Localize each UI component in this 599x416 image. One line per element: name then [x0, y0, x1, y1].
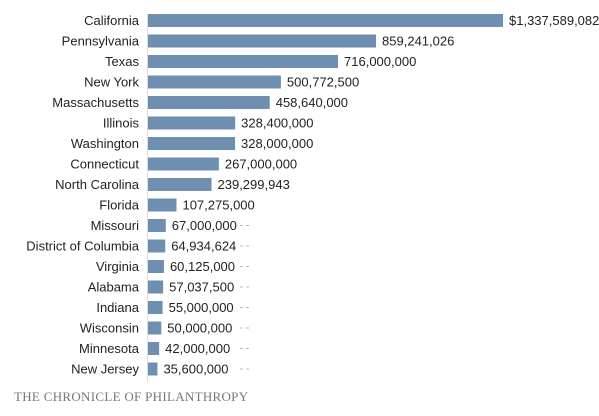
category-label: California [84, 13, 140, 28]
category-label: New Jersey [71, 362, 139, 377]
category-label: Massachusetts [52, 95, 139, 110]
value-label: 328,000,000 [241, 136, 313, 151]
bar [148, 321, 162, 335]
category-label: Illinois [103, 116, 140, 131]
bar [148, 157, 219, 171]
value-label: 60,125,000 [170, 259, 235, 274]
value-label: 35,600,000 [163, 362, 228, 377]
value-label: 55,000,000 [169, 300, 234, 315]
category-label: Missouri [91, 218, 140, 233]
category-label: Florida [99, 198, 140, 213]
bar [148, 55, 339, 68]
category-label: Virginia [96, 259, 140, 274]
value-label: $1,337,589,082 [509, 13, 599, 28]
category-label: Wisconsin [80, 321, 139, 336]
value-label: 50,000,000 [167, 321, 232, 336]
category-label: Indiana [96, 300, 139, 315]
bar [148, 14, 503, 27]
value-label: 267,000,000 [225, 157, 297, 172]
bar [148, 342, 160, 355]
category-label: District of Columbia [26, 239, 139, 254]
category-label: Texas [105, 54, 139, 69]
category-label: Washington [71, 136, 139, 151]
value-label: 67,000,000 [172, 218, 237, 233]
category-label: North Carolina [55, 177, 140, 192]
bar [148, 34, 377, 48]
category-label: Pennsylvania [62, 34, 140, 49]
category-label: Connecticut [70, 157, 139, 172]
value-label: 57,037,500 [169, 280, 234, 295]
bar [148, 260, 164, 273]
bar [148, 301, 163, 314]
bar [148, 116, 236, 130]
category-label: Minnesota [79, 341, 140, 356]
value-label: 458,640,000 [276, 95, 348, 110]
value-label: 500,772,500 [287, 75, 359, 90]
bar [148, 198, 177, 212]
bar [148, 362, 158, 376]
bar [148, 75, 281, 89]
value-label: 239,299,943 [218, 177, 290, 192]
bar [148, 137, 236, 150]
value-label: 107,275,000 [182, 198, 254, 213]
value-label: 716,000,000 [344, 54, 416, 69]
bar [148, 96, 270, 109]
value-label: 328,400,000 [241, 116, 313, 131]
value-label: 859,241,026 [382, 34, 454, 49]
value-label: 42,000,000 [165, 341, 230, 356]
chart-credit: THE CHRONICLE OF PHILANTHROPY [14, 389, 249, 404]
bar [148, 219, 166, 232]
bar [148, 280, 164, 294]
value-label: 64,934,624 [171, 239, 236, 254]
category-label: New York [84, 75, 139, 90]
bar [148, 239, 166, 253]
category-label: Alabama [88, 280, 140, 295]
bar [148, 178, 212, 191]
